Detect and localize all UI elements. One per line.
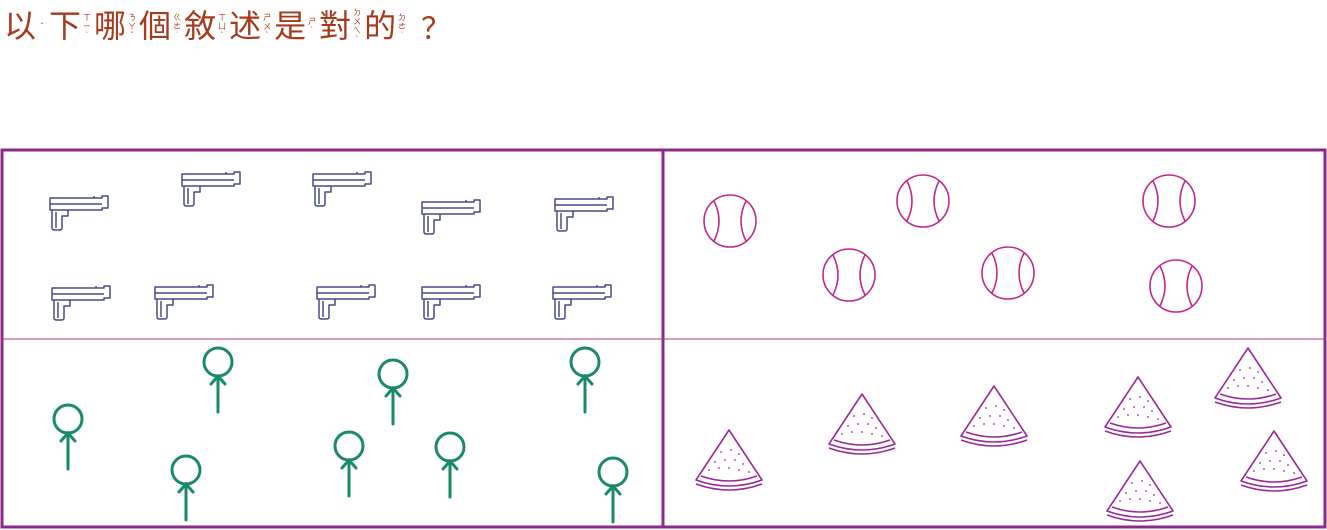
pistol-icon	[552, 284, 612, 320]
watermelon-slice-icon	[1240, 430, 1308, 492]
question-hanzi: 對	[319, 7, 352, 45]
pistol-icon	[554, 196, 614, 232]
question-hanzi: 個	[139, 7, 172, 45]
watermelon-slice-icon	[1104, 376, 1172, 438]
baseball-icon	[1142, 174, 1196, 228]
pistol-icon	[421, 199, 481, 235]
question-hanzi: 的	[364, 7, 397, 45]
baseball-icon	[703, 194, 757, 248]
question-hanzi: 敘	[184, 7, 217, 45]
question-zhuyin: ㄉㄜ ˙	[398, 12, 407, 40]
question-char: 個ㄍㄜ ˙	[139, 6, 184, 46]
magnifying-glass-icon	[170, 454, 202, 522]
question-hanzi: 是	[274, 7, 307, 45]
question-char: 的ㄉㄜ ˙	[364, 6, 409, 46]
pistol-icon	[154, 284, 214, 320]
baseball-icon	[896, 174, 950, 228]
watermelon-slice-icon	[960, 385, 1028, 447]
magnifying-glass-icon	[434, 431, 466, 499]
baseball-icon	[1149, 259, 1203, 313]
watermelon-slice-icon	[828, 393, 896, 455]
question-hanzi: 述	[229, 7, 262, 45]
watermelon-slice-icon	[1106, 460, 1174, 522]
pistol-icon	[181, 171, 241, 207]
watermelon-slice-icon	[1214, 347, 1282, 409]
pistol-icon	[51, 285, 111, 321]
question-hanzi: 下	[49, 7, 82, 45]
pistol-icon	[316, 284, 376, 320]
item-layer	[49, 171, 1308, 524]
magnifying-glass-icon	[377, 358, 409, 426]
watermelon-slice-icon	[695, 429, 763, 491]
baseball-icon	[981, 246, 1035, 300]
question-mark: ？	[421, 12, 452, 47]
pistol-icon	[421, 284, 481, 320]
question-zhuyin: ㄍㄜ ˙	[173, 12, 182, 40]
question-text: 以 ˇ 下ㄒㄧ ˋ 哪ㄋㄚ ˇ 個ㄍㄜ ˙ 敘ㄒㄩ ˋ 述ㄕㄨ ˋ 是ㄕ ˋ 對ㄉㄨㄟ ˋ 的ㄉㄜ ˙？	[4, 4, 451, 48]
magnifying-glass-icon	[202, 346, 234, 414]
magnifying-glass-icon	[569, 346, 601, 414]
question-zhuyin: ˇ	[40, 21, 45, 31]
magnifying-glass-icon	[597, 456, 629, 524]
question-hanzi: 以	[4, 7, 37, 45]
pistol-icon	[312, 171, 372, 207]
question-hanzi: 哪	[94, 7, 127, 45]
magnifying-glass-icon	[333, 430, 365, 498]
baseball-icon	[822, 248, 876, 302]
magnifying-glass-icon	[52, 403, 84, 471]
pistol-icon	[49, 195, 109, 231]
